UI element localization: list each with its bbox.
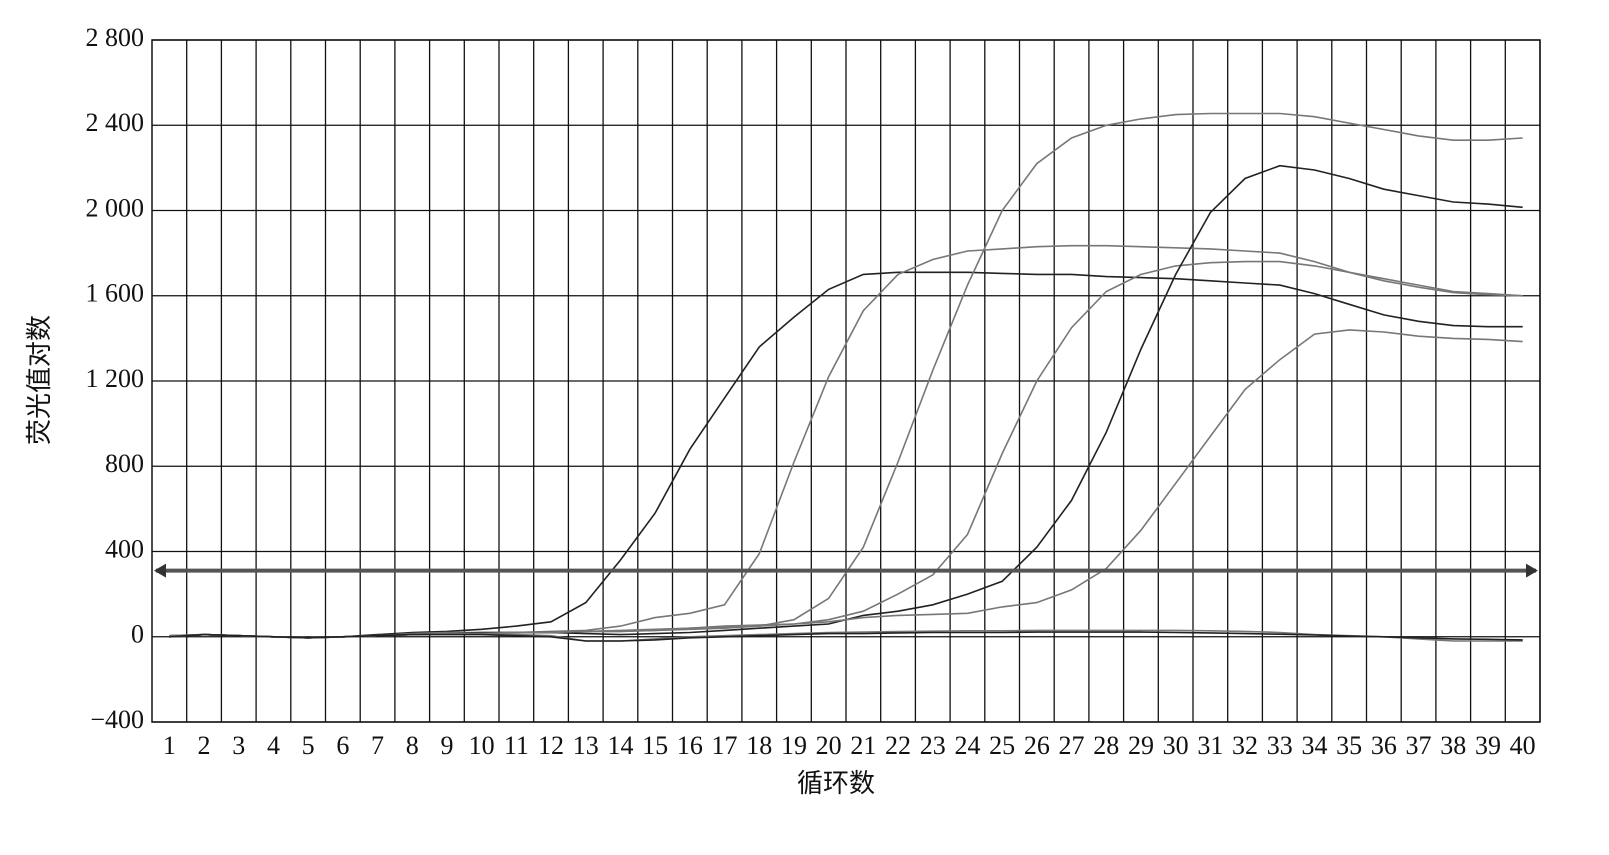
x-tick-label: 40 xyxy=(1510,731,1536,760)
x-tick-label: 18 xyxy=(746,731,772,760)
x-tick-label: 27 xyxy=(1059,731,1085,760)
x-axis-label: 循环数 xyxy=(797,769,875,798)
amplification-curve xyxy=(169,631,1523,642)
x-tick-label: 23 xyxy=(920,731,946,760)
x-tick-label: 36 xyxy=(1371,731,1397,760)
x-tick-label: 38 xyxy=(1440,731,1466,760)
x-tick-label: 39 xyxy=(1475,731,1501,760)
x-tick-label: 25 xyxy=(989,731,1015,760)
x-tick-label: 1 xyxy=(163,731,176,760)
x-tick-label: 3 xyxy=(232,731,245,760)
x-tick-label: 17 xyxy=(712,731,738,760)
plot-frame xyxy=(151,39,1541,723)
x-tick-label: 22 xyxy=(885,731,911,760)
x-tick-label: 12 xyxy=(538,731,564,760)
x-tick-label: 29 xyxy=(1128,731,1154,760)
y-axis-label: 荧光值对数 xyxy=(25,315,54,445)
y-tick-label: 800 xyxy=(105,449,144,478)
y-tick-label: 0 xyxy=(131,620,144,649)
x-tick-label: 11 xyxy=(504,731,529,760)
x-tick-label: 31 xyxy=(1197,731,1223,760)
x-tick-label: 6 xyxy=(336,731,349,760)
x-tick-label: 10 xyxy=(469,731,495,760)
threshold-arrow xyxy=(1526,563,1538,578)
y-tick-label: 2 800 xyxy=(86,23,145,52)
amplification-curve xyxy=(169,271,1523,639)
x-tick-label: 35 xyxy=(1336,731,1362,760)
x-tick-label: 8 xyxy=(406,731,419,760)
x-tick-label: 7 xyxy=(371,731,384,760)
x-tick-label: 34 xyxy=(1301,731,1327,760)
y-tick-label: 400 xyxy=(105,534,144,563)
y-tick-label: 2 000 xyxy=(86,193,145,222)
x-tick-label: 4 xyxy=(267,731,280,760)
x-tick-label: 14 xyxy=(607,731,633,760)
x-tick-label: 26 xyxy=(1024,731,1050,760)
threshold-arrow xyxy=(154,563,166,578)
x-tick-label: 9 xyxy=(440,731,453,760)
x-tick-label: 15 xyxy=(642,731,668,760)
x-tick-label: 20 xyxy=(816,731,842,760)
x-tick-label: 2 xyxy=(198,731,211,760)
x-tick-label: 33 xyxy=(1267,731,1293,760)
x-tick-label: 32 xyxy=(1232,731,1258,760)
x-tick-label: 16 xyxy=(677,731,703,760)
y-tick-label: 1 600 xyxy=(86,279,145,308)
y-tick-label: 1 200 xyxy=(86,364,145,393)
x-tick-label: 30 xyxy=(1163,731,1189,760)
x-tick-label: 13 xyxy=(573,731,599,760)
x-tick-label: 5 xyxy=(302,731,315,760)
x-tick-label: 28 xyxy=(1093,731,1119,760)
x-tick-label: 19 xyxy=(781,731,807,760)
x-tick-label: 21 xyxy=(850,731,876,760)
x-tick-label: 37 xyxy=(1406,731,1432,760)
y-tick-label: −400 xyxy=(90,705,144,734)
x-tick-label: 24 xyxy=(954,731,980,760)
y-tick-label: 2 400 xyxy=(86,108,145,137)
